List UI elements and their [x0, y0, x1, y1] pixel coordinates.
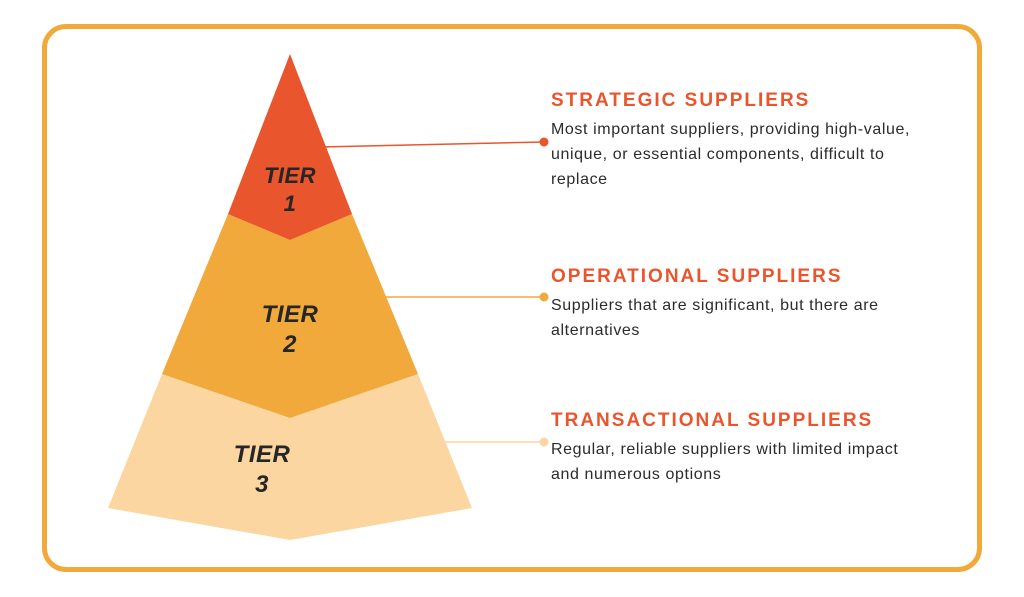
callout-strategic-desc: Most important suppliers, providing high…: [551, 118, 921, 192]
tier2-label: TIER 2: [230, 300, 350, 360]
callout-operational-desc: Suppliers that are significant, but ther…: [551, 294, 921, 344]
callout-transactional-title: TRANSACTIONAL SUPPLIERS: [551, 410, 931, 432]
tier2-label-line2: 2: [283, 331, 297, 358]
tier2-label-line1: TIER: [262, 301, 319, 328]
callout-strategic: STRATEGIC SUPPLIERS Most important suppl…: [551, 90, 921, 192]
tier3-label: TIER 3: [202, 440, 322, 500]
callout-strategic-title: STRATEGIC SUPPLIERS: [551, 90, 921, 112]
tier1-label-line2: 1: [284, 191, 297, 216]
callout-operational-title: OPERATIONAL SUPPLIERS: [551, 266, 921, 288]
tier1-label: TIER 1: [230, 162, 350, 217]
callout-transactional: TRANSACTIONAL SUPPLIERS Regular, reliabl…: [551, 410, 931, 488]
callout-transactional-desc: Regular, reliable suppliers with limited…: [551, 438, 931, 488]
callout-operational: OPERATIONAL SUPPLIERS Suppliers that are…: [551, 266, 921, 344]
tier3-label-line1: TIER: [234, 441, 291, 468]
tier1-label-line1: TIER: [264, 163, 316, 188]
tier3-label-line2: 3: [255, 471, 269, 498]
